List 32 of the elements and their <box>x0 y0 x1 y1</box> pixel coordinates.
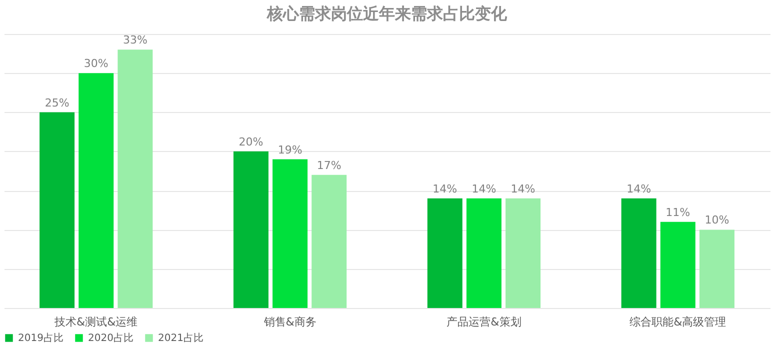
bar <box>621 198 656 308</box>
data-label: 14% <box>472 182 496 196</box>
legend-label: 2020占比 <box>88 332 134 344</box>
bar <box>699 230 734 308</box>
bar <box>427 198 462 308</box>
data-label: 20% <box>238 135 264 148</box>
data-label: 14% <box>510 182 536 196</box>
bar <box>660 222 696 308</box>
x-tick-label: 产品运营&策划 <box>446 316 522 328</box>
bar <box>312 174 347 308</box>
bar <box>78 73 114 308</box>
x-tick-label: 技术&测试&运维 <box>54 316 138 328</box>
bar <box>40 112 75 308</box>
legend-label: 2019占比 <box>18 332 64 344</box>
legend-label: 2021占比 <box>158 332 204 344</box>
data-label: 11% <box>666 206 690 219</box>
x-tick-label: 销售&商务 <box>262 316 316 328</box>
data-label: 19% <box>278 143 302 156</box>
data-label: 17% <box>316 158 342 172</box>
bar <box>233 151 268 308</box>
bar <box>118 50 153 308</box>
chart-title: 核心需求岗位近年来需求占比变化 <box>266 4 508 23</box>
data-label: 10% <box>704 214 730 227</box>
x-tick-label: 综合职能&高级管理 <box>630 316 726 328</box>
bar <box>506 198 541 308</box>
bar <box>272 159 308 308</box>
data-label: 33% <box>122 34 148 47</box>
bar <box>466 198 502 308</box>
data-label: 25% <box>44 96 70 110</box>
data-label: 30% <box>84 57 108 70</box>
data-label: 14% <box>626 182 652 196</box>
data-label: 14% <box>432 182 458 196</box>
